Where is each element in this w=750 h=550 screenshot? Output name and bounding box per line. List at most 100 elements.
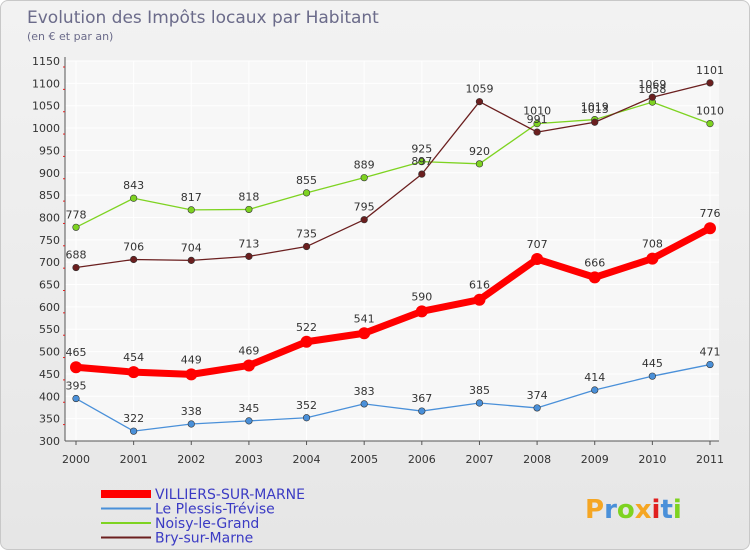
data-point [473, 293, 486, 306]
data-label: 541 [354, 312, 375, 325]
data-point [72, 223, 80, 231]
y-tick-label: 600 [39, 301, 60, 314]
x-tick-label: 2002 [177, 453, 205, 466]
proxiti-logo: Proxiti [585, 495, 682, 525]
legend-label: Noisy-le-Grand [155, 516, 259, 532]
data-label: 1069 [638, 78, 666, 91]
data-label: 708 [642, 238, 663, 251]
data-point [242, 359, 255, 372]
legend-label: VILLIERS-SUR-MARNE [155, 487, 305, 503]
y-tick-label: 800 [39, 211, 60, 224]
x-tick-label: 2011 [696, 453, 724, 466]
data-label: 706 [123, 240, 144, 253]
data-label: 666 [584, 256, 605, 269]
data-point [185, 368, 198, 381]
data-label: 1010 [696, 105, 724, 118]
data-point [127, 366, 140, 379]
data-label: 778 [66, 208, 87, 221]
data-label: 855 [296, 174, 317, 187]
data-label: 1058 [638, 83, 666, 96]
data-point [418, 407, 426, 415]
data-point [130, 194, 138, 202]
x-tick-label: 2007 [465, 453, 493, 466]
data-point [475, 399, 484, 407]
data-label: 707 [527, 238, 548, 251]
plot-area [65, 61, 719, 441]
y-tick-label: 850 [39, 189, 60, 202]
data-point [72, 263, 80, 272]
data-label: 374 [527, 389, 548, 402]
data-point [302, 189, 311, 197]
data-point [418, 170, 426, 178]
x-tick-label: 2003 [235, 453, 263, 466]
y-tick-label: 900 [39, 167, 60, 180]
data-label: 817 [181, 191, 202, 204]
data-point [130, 427, 138, 435]
y-tick-label: 450 [39, 368, 60, 381]
data-label: 1019 [581, 101, 609, 114]
data-label: 590 [411, 290, 432, 303]
data-point [130, 255, 138, 264]
logo-letter: o [617, 495, 635, 525]
legend-label: Le Plessis-Trévise [155, 502, 275, 518]
data-label: 385 [469, 384, 490, 397]
data-label: 704 [181, 241, 202, 254]
data-point [533, 128, 541, 136]
logo-letter: t [660, 495, 672, 525]
x-tick-label: 2006 [408, 453, 436, 466]
y-tick-label: 950 [39, 144, 60, 157]
series-line [75, 101, 711, 228]
data-label: 776 [700, 207, 721, 220]
data-label: 414 [584, 371, 605, 384]
y-tick-label: 300 [39, 435, 60, 448]
data-point [70, 361, 82, 374]
chart-subtitle: (en € et par an) [27, 30, 113, 43]
y-tick-label: 700 [39, 256, 60, 269]
data-label: 465 [66, 346, 87, 359]
data-label: 367 [411, 392, 432, 405]
data-label: 889 [354, 159, 375, 172]
x-tick-label: 2000 [62, 453, 90, 466]
data-point [360, 400, 368, 408]
legend-label: Bry-sur-Marne [155, 531, 253, 547]
data-label: 795 [354, 201, 375, 214]
y-tick-label: 500 [39, 346, 60, 359]
data-label: 522 [296, 321, 317, 334]
y-tick-label: 400 [39, 390, 60, 403]
data-label: 920 [469, 145, 490, 158]
chart-title: Evolution des Impôts locaux par Habitant [27, 8, 379, 28]
data-label: 469 [238, 344, 259, 357]
x-tick-label: 2008 [523, 453, 551, 466]
logo-letter: P [585, 495, 604, 525]
data-point [648, 93, 656, 101]
data-label: 818 [238, 190, 259, 203]
data-label: 345 [238, 402, 259, 415]
data-point [187, 256, 195, 264]
data-label: 1059 [465, 83, 493, 96]
data-point [415, 305, 428, 318]
y-tick-label: 1050 [32, 100, 60, 113]
data-label: 688 [66, 249, 87, 262]
series-line [75, 82, 711, 269]
x-tick-label: 2009 [581, 453, 609, 466]
data-point [187, 206, 195, 214]
series-line [75, 363, 711, 432]
data-point [360, 216, 368, 224]
logo-letter: i [673, 495, 682, 525]
data-point [360, 174, 368, 182]
data-point [706, 360, 714, 369]
data-point [591, 118, 599, 126]
data-point [706, 79, 714, 87]
y-tick-label: 550 [39, 323, 60, 336]
data-label: 338 [181, 405, 202, 418]
y-tick-label: 1100 [32, 77, 60, 90]
data-point [588, 271, 601, 284]
data-point [533, 119, 541, 128]
data-label: 713 [238, 237, 259, 250]
x-tick-label: 2005 [350, 453, 378, 466]
data-point [531, 253, 544, 266]
x-tick-label: 2004 [293, 453, 321, 466]
data-label: 925 [411, 143, 432, 156]
